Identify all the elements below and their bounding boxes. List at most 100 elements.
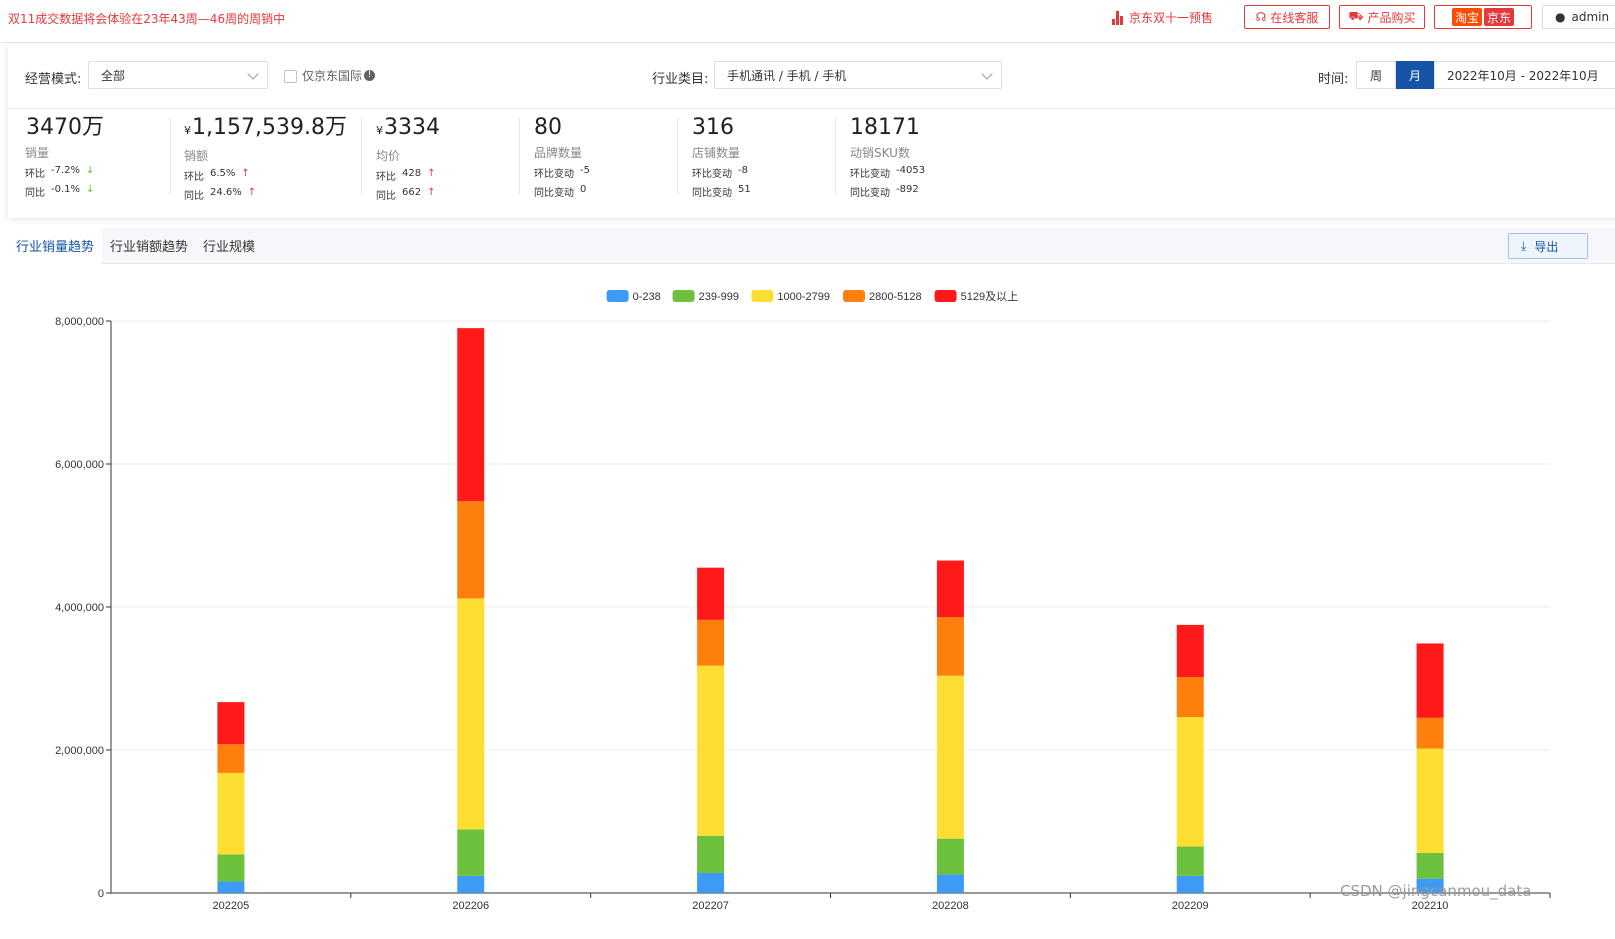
bar-segment bbox=[697, 619, 725, 666]
category-label: 行业类目: bbox=[652, 72, 709, 87]
date-range-value: 2022年10月 - 2022年10月 bbox=[1447, 68, 1599, 83]
bar-segment bbox=[1176, 677, 1204, 718]
bar-segment bbox=[457, 875, 485, 893]
bar-segment bbox=[936, 617, 964, 676]
period-week-button[interactable]: 周 bbox=[1356, 61, 1396, 89]
bar-segment bbox=[217, 744, 245, 773]
online-service-label: 在线客服 bbox=[1270, 10, 1319, 25]
metric-value: 80 bbox=[534, 115, 562, 140]
legend-label: 1000-2799 bbox=[777, 291, 830, 303]
watermark: CSDN @jingcanmou_data bbox=[1340, 882, 1532, 900]
metric-name: 销量 bbox=[25, 146, 50, 160]
x-tick-label: 202208 bbox=[932, 900, 969, 912]
x-tick-label: 202207 bbox=[692, 900, 729, 912]
tab-industry-sales-trend[interactable]: 行业销额趋势 bbox=[109, 240, 188, 255]
date-range-picker[interactable]: 2022年10月 - 2022年10月 bbox=[1434, 61, 1615, 89]
yoy-label: 同比变动 bbox=[534, 188, 574, 199]
y-tick-label: 0 bbox=[98, 888, 104, 900]
tab-industry-volume-trend[interactable]: 行业销量趋势 bbox=[8, 228, 102, 264]
bar-segment bbox=[1176, 875, 1204, 893]
mom-value: -7.2% bbox=[51, 165, 81, 176]
bar-segment bbox=[697, 835, 725, 873]
category-select[interactable]: 手机通讯 / 手机 / 手机 bbox=[714, 61, 1002, 89]
x-tick-label: 202209 bbox=[1172, 900, 1209, 912]
intl-only-label: 仅京东国际 bbox=[302, 69, 363, 83]
jd-tab[interactable]: 京东 bbox=[1484, 8, 1515, 26]
chevron-down-icon bbox=[981, 68, 993, 80]
metric-shops: 316 店铺数量 环比变动 -8 同比变动 51 bbox=[692, 114, 842, 199]
yoy-label: 同比 bbox=[25, 188, 45, 199]
mom-value: -5 bbox=[580, 165, 590, 176]
taobao-tab[interactable]: 淘宝 bbox=[1451, 8, 1482, 26]
mom-label: 环比变动 bbox=[534, 169, 574, 180]
bar-segment bbox=[1176, 846, 1204, 876]
product-buy-label: 产品购买 bbox=[1367, 10, 1416, 25]
mom-label: 环比 bbox=[184, 172, 204, 183]
intl-only-label-wrap[interactable]: 仅京东国际 ! bbox=[302, 67, 376, 84]
divider bbox=[8, 108, 1615, 109]
metric-separator bbox=[519, 118, 520, 194]
metric-currency: ¥ bbox=[376, 124, 383, 137]
platform-switch[interactable]: 淘宝 京东 bbox=[1434, 5, 1532, 29]
metric-brands: 80 品牌数量 环比变动 -5 同比变动 0 bbox=[534, 114, 684, 199]
tab-industry-scale[interactable]: 行业规模 bbox=[202, 240, 255, 255]
stacked-bar-chart: 0 2,000,000 4,000,000 6,000,000 8,000,000 202… bbox=[55, 290, 1551, 912]
bar-segment bbox=[1416, 878, 1444, 893]
legend-label: 239-999 bbox=[699, 291, 739, 303]
user-icon: ● bbox=[1555, 10, 1566, 24]
legend-label: 5129及以上 bbox=[961, 290, 1018, 303]
metric-name: 均价 bbox=[376, 149, 401, 163]
intl-only-checkbox[interactable] bbox=[284, 70, 297, 83]
info-icon[interactable]: ! bbox=[364, 70, 376, 81]
metric-volume: 3470万 销量 环比 -7.2% ↓ 同比 -0.1% ↓ bbox=[25, 114, 175, 199]
metric-name: 销额 bbox=[184, 149, 209, 163]
y-tick-label: 8,000,000 bbox=[55, 316, 104, 328]
metric-value: 316 bbox=[692, 115, 734, 140]
export-button[interactable]: ⤓ 导出 bbox=[1508, 233, 1588, 259]
headset-icon: ☊ bbox=[1255, 10, 1267, 24]
mode-value: 全部 bbox=[101, 68, 126, 83]
mode-select[interactable]: 全部 bbox=[88, 61, 268, 89]
metric-value: 1,157,539.8万 bbox=[192, 115, 347, 140]
yoy-label: 同比 bbox=[376, 191, 396, 202]
bar-segment bbox=[457, 328, 485, 502]
chart-tabs bbox=[8, 228, 1615, 264]
legend-label: 0-238 bbox=[633, 291, 661, 303]
metric-name: 品牌数量 bbox=[534, 146, 583, 160]
bar-segment bbox=[217, 772, 245, 855]
user-menu[interactable]: ● admin bbox=[1542, 5, 1615, 29]
metric-active-sku: 18171 动销SKU数 环比变动 -4053 同比变动 -892 bbox=[850, 114, 1000, 199]
bar-segment bbox=[457, 829, 485, 876]
yoy-value: 51 bbox=[738, 184, 751, 195]
bar-segment bbox=[1416, 643, 1444, 718]
y-tick-label: 6,000,000 bbox=[55, 459, 104, 471]
bar-segment bbox=[217, 702, 245, 745]
bar-segment bbox=[457, 598, 485, 830]
metric-separator bbox=[835, 118, 836, 194]
bar-segment bbox=[936, 560, 964, 618]
yoy-value: 662 bbox=[402, 187, 422, 198]
product-buy-button[interactable]: ⛟ 产品购买 bbox=[1339, 5, 1425, 29]
bar-segment bbox=[936, 874, 964, 893]
arrow-down-icon: ↓ bbox=[86, 165, 95, 176]
user-name: admin bbox=[1571, 10, 1610, 24]
mom-value: -8 bbox=[738, 165, 748, 176]
arrow-up-icon: ↑ bbox=[427, 168, 436, 179]
jd-1111-presale-link[interactable]: 京东双十一预售 bbox=[1112, 9, 1213, 26]
bar-segment bbox=[457, 501, 485, 599]
metric-sales: ¥1,157,539.8万 销额 环比 6.5% ↑ 同比 24.6% ↑ bbox=[184, 114, 360, 202]
bar-segment bbox=[217, 881, 245, 893]
yoy-label: 同比变动 bbox=[850, 188, 890, 199]
export-label: 导出 bbox=[1534, 239, 1559, 254]
mom-value: -4053 bbox=[896, 165, 926, 176]
mom-label: 环比变动 bbox=[850, 169, 890, 180]
metric-currency: ¥ bbox=[184, 124, 191, 137]
y-tick-label: 4,000,000 bbox=[55, 602, 104, 614]
arrow-up-icon: ↑ bbox=[247, 187, 257, 198]
bar-segment bbox=[936, 838, 964, 875]
yoy-value: 0 bbox=[580, 184, 587, 195]
online-service-button[interactable]: ☊ 在线客服 bbox=[1244, 5, 1330, 29]
period-month-button[interactable]: 月 bbox=[1396, 61, 1434, 89]
metric-value: 3470万 bbox=[26, 115, 104, 140]
legend-swatch bbox=[934, 290, 957, 302]
